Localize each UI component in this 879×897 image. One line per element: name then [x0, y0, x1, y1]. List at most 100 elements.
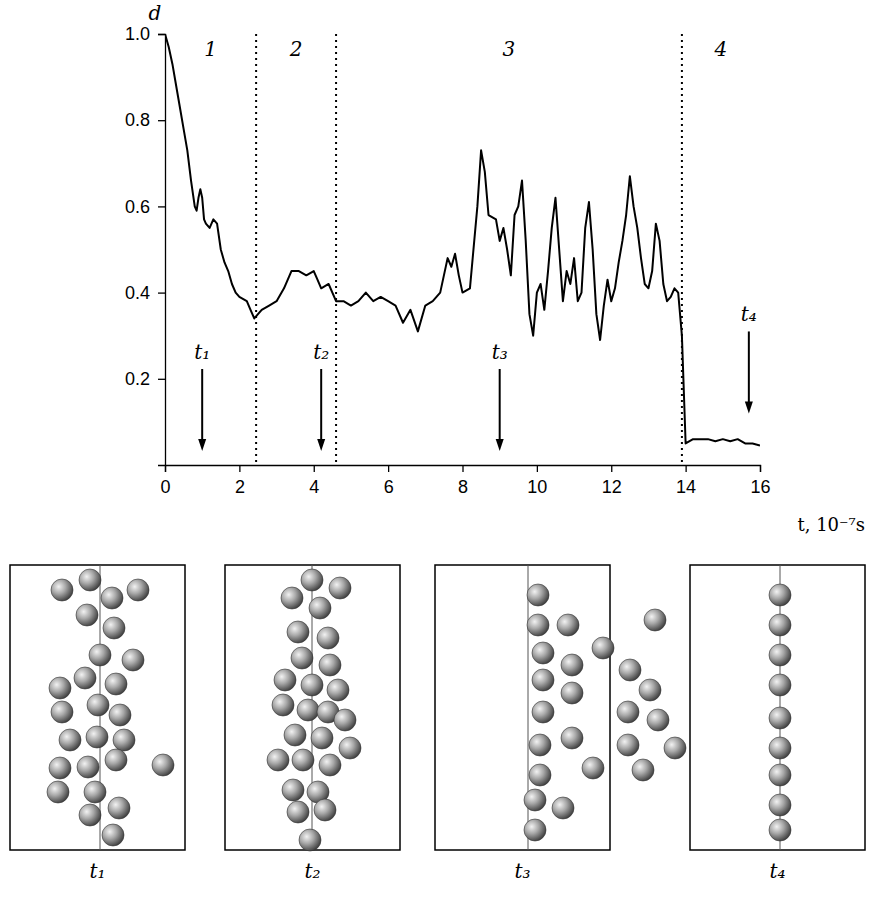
- particle: [769, 707, 791, 729]
- y-tick-label: 0.6: [125, 197, 150, 217]
- particle: [272, 694, 294, 716]
- x-tick: 2: [235, 465, 245, 497]
- x-tick-mark: [685, 465, 686, 472]
- particle: [557, 614, 579, 636]
- particle: [79, 569, 101, 591]
- particle: [281, 587, 303, 609]
- x-tick-label: 16: [750, 477, 770, 497]
- region-label: 2: [289, 37, 303, 61]
- particle: [109, 704, 131, 726]
- particle: [299, 829, 321, 851]
- particle: [639, 679, 661, 701]
- particle: [282, 779, 304, 801]
- particle: [103, 617, 125, 639]
- y-tick: 0.2: [125, 369, 165, 389]
- y-tick-mark: [158, 292, 165, 293]
- x-tick: 6: [384, 465, 394, 497]
- particle: [769, 674, 791, 696]
- time-marker: t₄: [741, 302, 757, 413]
- particle: [292, 749, 314, 771]
- y-axis-line: [158, 35, 166, 466]
- y-tick: 0.6: [125, 197, 165, 217]
- particle: [769, 794, 791, 816]
- figure: 02468101214160.20.40.60.81.0d1234t₁t₂t₃t…: [0, 0, 879, 897]
- y-tick-label: 0.2: [125, 369, 150, 389]
- particle: [122, 649, 144, 671]
- marker-arrow-head: [745, 401, 753, 413]
- x-tick-mark: [760, 465, 761, 472]
- x-tick: 14: [676, 465, 696, 497]
- particle: [51, 701, 73, 723]
- particle: [74, 667, 96, 689]
- particle: [87, 694, 109, 716]
- particle: [267, 749, 289, 771]
- particle: [291, 647, 313, 669]
- particle: [51, 579, 73, 601]
- particle: [105, 673, 127, 695]
- particle: [314, 799, 336, 821]
- particle: [769, 819, 791, 841]
- marker-arrow-head: [496, 439, 504, 451]
- particle: [647, 709, 669, 731]
- x-tick-label: 10: [527, 477, 547, 497]
- region-label: 1: [204, 37, 217, 61]
- snapshot-panel: [225, 565, 400, 851]
- x-tick: 4: [309, 465, 319, 497]
- particle: [532, 669, 554, 691]
- particle: [309, 597, 331, 619]
- particle: [127, 579, 149, 601]
- marker-arrow-head: [198, 439, 206, 451]
- particle: [287, 801, 309, 823]
- marker-arrow-shaft: [320, 369, 322, 443]
- y-tick-mark: [158, 379, 165, 380]
- x-tick-mark: [388, 465, 389, 472]
- snapshot-panel: [10, 565, 185, 850]
- y-tick: 1.0: [125, 24, 165, 44]
- particle: [561, 682, 583, 704]
- particle: [527, 614, 549, 636]
- marker-arrow-shaft: [499, 369, 501, 443]
- particle: [644, 609, 666, 631]
- region-label: 4: [714, 37, 728, 61]
- x-tick: 16: [750, 465, 770, 497]
- x-axis: 0246810121416: [160, 465, 770, 497]
- particle: [592, 637, 614, 659]
- particle: [524, 789, 546, 811]
- particle: [297, 699, 319, 721]
- region-boundary: [255, 34, 257, 465]
- particle: [287, 621, 309, 643]
- x-tick-mark: [239, 465, 240, 472]
- particle: [527, 584, 549, 606]
- x-tick-mark: [537, 465, 538, 472]
- particle: [77, 756, 99, 778]
- particle: [311, 727, 333, 749]
- y-tick-label: 0.4: [125, 283, 150, 303]
- y-tick-mark: [158, 206, 165, 207]
- particle: [329, 577, 351, 599]
- marker-arrow-head: [317, 439, 325, 451]
- particle: [79, 804, 101, 826]
- particle: [86, 726, 108, 748]
- particle: [529, 734, 551, 756]
- particle: [319, 654, 341, 676]
- marker-label: t₂: [313, 340, 329, 364]
- x-tick-label: 6: [384, 477, 394, 497]
- x-tick-label: 4: [309, 477, 319, 497]
- particle: [552, 797, 574, 819]
- particle: [664, 737, 686, 759]
- x-tick: 10: [527, 465, 547, 497]
- snapshot-panel: [690, 565, 865, 850]
- particle: [327, 679, 349, 701]
- snapshot-frame: [690, 565, 865, 850]
- x-tick: 8: [458, 465, 468, 497]
- y-axis: 0.2 0.4 0.6 0.8 1.0: [125, 24, 166, 465]
- y-tick-label: 0.8: [125, 110, 150, 130]
- particle: [49, 757, 71, 779]
- particle: [532, 642, 554, 664]
- particle: [105, 749, 127, 771]
- data-line: [165, 34, 760, 446]
- y-tick: 0.8: [125, 110, 165, 130]
- particle: [301, 674, 323, 696]
- particle: [561, 654, 583, 676]
- particle: [339, 737, 361, 759]
